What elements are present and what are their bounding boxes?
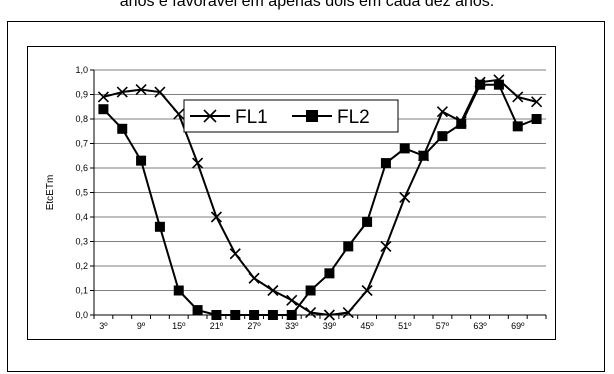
square-marker — [456, 118, 467, 129]
x-marker — [97, 91, 109, 103]
x-tick-label: 9º — [137, 321, 146, 331]
x-tick-label: 69º — [511, 321, 525, 331]
legend-marker — [203, 109, 217, 123]
legend-label: FL1 — [235, 107, 268, 128]
x-marker — [512, 91, 524, 103]
square-marker — [380, 158, 391, 169]
square-marker — [211, 310, 222, 320]
square-marker — [437, 131, 448, 142]
y-tick-label: 0,9 — [75, 90, 88, 100]
x-tick-label: 57º — [436, 321, 450, 331]
x-marker — [380, 240, 392, 252]
y-tick-label: 0,1 — [75, 286, 88, 296]
x-marker — [286, 294, 298, 306]
line-chart: 0,0 0,1 0,2 0,3 0,4 0,5 0,6 0,7 0,8 0,9 1,0 3º 9º 15… — [45, 65, 547, 331]
square-marker — [117, 123, 128, 134]
legend-item-fl2: FL2 — [292, 107, 370, 128]
x-marker — [436, 106, 448, 118]
x-marker — [192, 157, 204, 169]
y-tick-label: 0,6 — [75, 163, 88, 173]
square-marker — [286, 310, 297, 320]
x-marker — [342, 306, 354, 319]
x-marker — [323, 309, 335, 321]
x-marker — [229, 248, 241, 260]
x-tick-labels: 3º 9º 15º 21º 27º 33º 39º 45º 51º 57º 63º 69º — [99, 321, 525, 331]
series-fl1 — [97, 74, 543, 321]
x-marker — [305, 306, 317, 319]
x-tick-label: 45º — [360, 321, 374, 331]
y-tick-label: 1,0 — [75, 65, 88, 75]
legend: FL1 FL2 — [183, 99, 399, 133]
y-tick-labels: 0,0 0,1 0,2 0,3 0,4 0,5 0,6 0,7 0,8 0,9 1,0 — [75, 65, 88, 320]
x-marker — [173, 108, 185, 120]
legend-label: FL2 — [337, 107, 370, 128]
x-marker — [210, 211, 222, 223]
x-marker — [474, 76, 486, 88]
legend-marker — [306, 110, 318, 122]
x-tick-label: 63º — [473, 321, 487, 331]
figure-frame — [7, 21, 605, 372]
x-tick-label: 51º — [398, 321, 412, 331]
square-marker — [267, 310, 278, 320]
square-marker — [324, 268, 335, 279]
y-tick-label: 0,0 — [75, 310, 88, 320]
y-tick-label: 0,5 — [75, 188, 88, 198]
square-marker — [173, 285, 184, 296]
y-tick-label: 0,4 — [75, 212, 88, 222]
square-marker — [362, 216, 373, 227]
y-tick-label: 0,3 — [75, 237, 88, 247]
square-marker — [531, 114, 542, 124]
square-marker — [230, 310, 241, 320]
y-tick-label: 0,8 — [75, 114, 88, 124]
square-marker — [249, 310, 260, 320]
x-tick-label: 3º — [99, 321, 108, 331]
series-layer — [97, 74, 543, 321]
x-marker — [248, 272, 260, 284]
x-marker — [154, 86, 166, 98]
x-tick-label: 15º — [172, 321, 186, 331]
x-tick-label: 21º — [210, 321, 224, 331]
x-marker — [361, 284, 373, 297]
square-marker — [475, 79, 486, 90]
x-marker — [455, 115, 467, 128]
legend-item-fl1: FL1 — [190, 107, 268, 128]
square-marker — [305, 285, 316, 296]
axes — [90, 69, 547, 319]
y-axis-label: EtcETm — [45, 175, 56, 211]
square-marker — [493, 79, 504, 90]
square-marker — [192, 305, 203, 316]
x-marker — [418, 150, 430, 162]
square-marker — [512, 121, 523, 132]
square-marker — [343, 241, 354, 252]
square-marker — [399, 143, 410, 154]
x-tick-label: 39º — [323, 321, 337, 331]
grid-lines — [94, 69, 546, 291]
x-marker — [135, 84, 147, 96]
x-marker — [116, 86, 128, 98]
square-marker — [136, 155, 147, 166]
x-tick-label: 27º — [247, 321, 261, 331]
x-marker — [267, 284, 279, 297]
square-marker — [154, 221, 165, 232]
x-tick-label: 33º — [285, 321, 299, 331]
y-tick-label: 0,2 — [75, 261, 88, 271]
chart-area: 0,0 0,1 0,2 0,3 0,4 0,5 0,6 0,7 0,8 0,9 1,0 3º 9º 15… — [27, 46, 556, 340]
y-tick-label: 0,7 — [75, 139, 88, 149]
legend-box — [183, 99, 399, 133]
square-marker — [98, 104, 109, 115]
x-marker — [531, 96, 543, 108]
x-marker — [493, 74, 505, 86]
caption-text: anos é favorável em apenas dois em cada … — [119, 0, 495, 10]
x-marker — [399, 191, 411, 203]
